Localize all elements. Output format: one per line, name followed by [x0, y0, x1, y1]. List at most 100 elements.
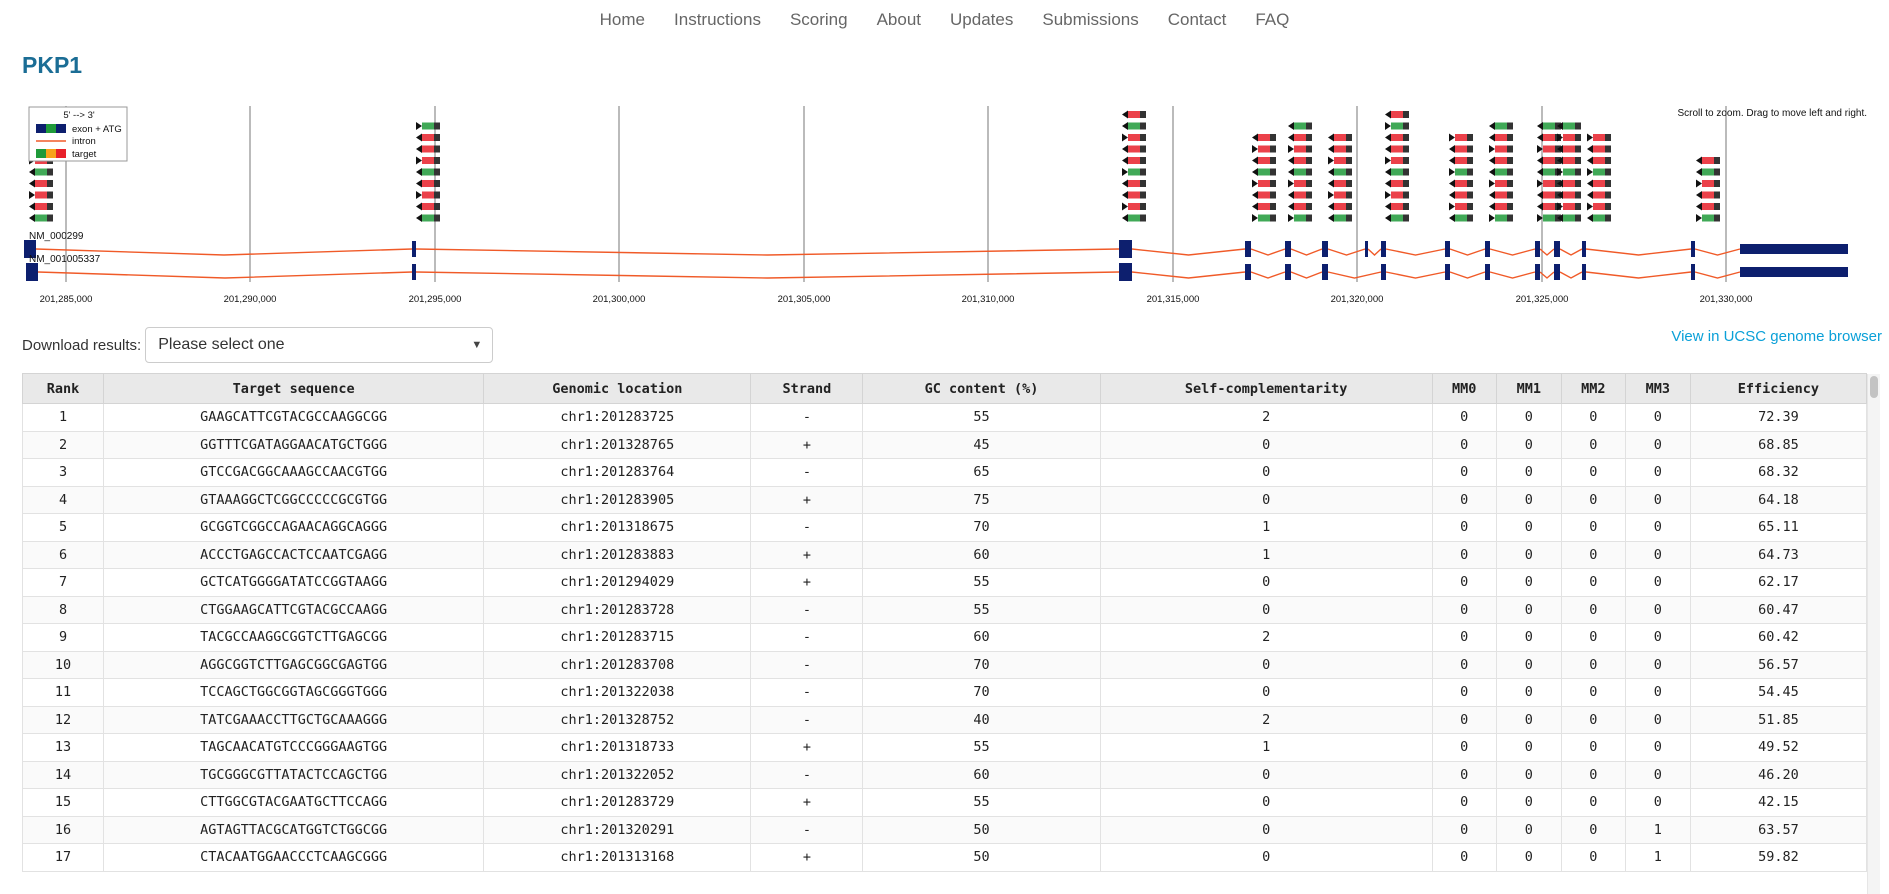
exon-block — [1381, 264, 1386, 280]
table-row[interactable]: 13 TAGCAACATGTCCCGGGAAGTGG chr1:201318733 +… — [21, 733, 1868, 762]
nav-scoring[interactable]: Scoring — [789, 10, 848, 29]
table-row[interactable]: 10 AGGCGGTCTTGAGCGGCGAGTGG chr1:201283708-… — [21, 650, 1868, 679]
target-marker — [1294, 191, 1306, 199]
table-row[interactable]: 12 TATCGAAACCTTGCTGCAAAGGG chr1:201328752-… — [21, 705, 1868, 734]
table-cell: 50 — [862, 815, 1101, 844]
table-row[interactable]: 7 GCTCATGGGGATATCCGGTAAGG chr1:201294029 +5… — [21, 568, 1868, 597]
table-row[interactable]: 4 GTAAAGGCTCGGCCCCCGCGTGG chr1:201283905 +7… — [21, 485, 1868, 514]
table-row[interactable]: 17 CTACAATGGAACCCTCAAGCGGG chr1:201313168 +… — [21, 843, 1868, 872]
table-cell: 54.45 — [1689, 678, 1868, 707]
column-header[interactable]: Genomic location — [483, 373, 752, 404]
exon-block — [1119, 240, 1132, 258]
table-row[interactable]: 1 GAAGCATTCGTACGCCAAGGCGG chr1:201283725-5… — [21, 403, 1868, 432]
target-marker — [1403, 168, 1409, 176]
table-row[interactable]: 16 AGTAGTTACGCATGGTCTGGCGG chr1:201320291-… — [21, 815, 1868, 844]
table-cell: 0 — [1495, 678, 1562, 707]
nav-instructions[interactable]: Instructions — [674, 10, 761, 29]
table-cell: 13 — [21, 733, 105, 762]
table-cell: TACGCCAAGGCGGTCTTGAGCGG — [103, 623, 485, 652]
table-row[interactable]: 2 GGTTTCGATAGGAACATGCTGGG chr1:201328765 +4… — [21, 430, 1868, 459]
nav-submissions[interactable]: Submissions — [1042, 10, 1139, 29]
column-header[interactable]: Strand — [750, 373, 864, 404]
target-marker — [1346, 145, 1352, 153]
intron-line — [1694, 248, 1741, 256]
column-header[interactable]: Rank — [21, 373, 105, 404]
target-marker — [1334, 191, 1346, 199]
target-marker — [434, 180, 440, 187]
table-row[interactable]: 6 ACCCTGAGCCACTCCAATCGAGG chr1:201283883 +6… — [21, 540, 1868, 569]
transcript-label: NM_001005337 — [29, 254, 101, 265]
target-marker — [1575, 145, 1581, 153]
target-marker — [1575, 168, 1581, 176]
intron-line — [37, 271, 413, 279]
table-cell: - — [750, 403, 864, 432]
target-arrow-icon — [1328, 133, 1334, 142]
table-row[interactable]: 8 CTGGAAGCATTCGTACGCCAAGG chr1:201283728-5… — [21, 595, 1868, 624]
table-cell: 0 — [1431, 678, 1497, 707]
axis-tick-label: 201,295,000 — [409, 294, 462, 305]
table-cell: 68.85 — [1689, 430, 1868, 459]
target-marker — [1258, 134, 1270, 141]
target-arrow-icon — [1557, 202, 1563, 211]
nav-faq[interactable]: FAQ — [1255, 10, 1290, 29]
target-marker — [1605, 191, 1611, 199]
column-header[interactable]: GC content (%) — [862, 373, 1101, 404]
transcript-tracks[interactable]: NM_000299 NM_001005337 — [24, 231, 1848, 281]
column-header[interactable]: MM1 — [1495, 373, 1562, 404]
table-cell: 0 — [1495, 705, 1562, 734]
genome-track-canvas[interactable]: NM_000299 NM_001005337 201,285,000 201,290… — [22, 104, 1870, 314]
target-arrow-icon — [1122, 122, 1128, 130]
target-marker — [1128, 203, 1140, 210]
target-marker — [1575, 191, 1581, 199]
target-marker — [1605, 134, 1611, 141]
transcript-track[interactable]: NM_000299 — [24, 231, 1848, 258]
column-header[interactable]: Target sequence — [103, 373, 485, 404]
table-cell: 0 — [1560, 843, 1626, 872]
table-row[interactable]: 9 TACGCCAAGGCGGTCTTGAGCGG chr1:201283715-6… — [21, 623, 1868, 652]
target-marker — [47, 203, 53, 210]
table-scrollbar[interactable] — [1867, 374, 1880, 894]
target-marker — [1334, 180, 1346, 187]
target-marker — [1294, 168, 1306, 176]
genome-viewer[interactable]: NM_000299 NM_001005337 201,285,000 201,290… — [22, 104, 1870, 314]
column-header[interactable]: MM0 — [1431, 373, 1497, 404]
table-cell: 0 — [1495, 788, 1562, 817]
column-header[interactable]: Self-complementarity — [1099, 373, 1433, 404]
nav-updates[interactable]: Updates — [950, 10, 1014, 29]
table-cell: 0 — [1624, 458, 1691, 487]
table-header-row: Rank Target sequence Genomic location Stran… — [21, 373, 1868, 404]
target-marker — [1543, 168, 1555, 176]
target-marker — [1593, 157, 1605, 164]
target-marker — [1334, 134, 1346, 141]
target-arrow-icon — [1288, 156, 1294, 165]
target-marker — [1258, 203, 1270, 210]
table-row[interactable]: 11 TCCAGCTGGCGGTAGCGGGTGGG chr1:201322038-… — [21, 678, 1868, 707]
column-header[interactable]: MM2 — [1560, 373, 1626, 404]
table-row[interactable]: 15 CTTGGCGTACGAATGCTTCCAGG chr1:201283729 +… — [21, 788, 1868, 817]
table-row[interactable]: 5 GCGGTCGGCCAGAACAGGCAGGG chr1:201318675-7… — [21, 513, 1868, 542]
target-marker — [1495, 157, 1507, 164]
column-header[interactable]: MM3 — [1624, 373, 1691, 404]
table-cell: 0 — [1624, 513, 1691, 542]
table-cell: 0 — [1431, 843, 1497, 872]
table-cell: 0 — [1560, 678, 1626, 707]
target-markers[interactable] — [29, 110, 1720, 223]
table-cell: 55 — [862, 403, 1101, 432]
ucsc-browser-link[interactable]: View in UCSC genome browser — [1671, 328, 1882, 345]
nav-contact[interactable]: Contact — [1167, 10, 1227, 29]
results-table-container: Rank Target sequence Genomic location Stran… — [21, 373, 1868, 872]
column-header[interactable]: Efficiency — [1689, 373, 1868, 404]
scrollbar-thumb[interactable] — [1870, 376, 1878, 398]
table-row[interactable]: 14 TGCGGGCGTTATACTCCAGCTGG chr1:201322052-… — [21, 760, 1868, 789]
exon-block — [1322, 264, 1328, 280]
target-marker — [1507, 191, 1513, 199]
nav-home[interactable]: Home — [599, 10, 646, 29]
target-marker — [434, 134, 440, 141]
target-marker — [1306, 203, 1312, 210]
target-arrow-icon — [1385, 202, 1391, 211]
table-row[interactable]: 3 GTCCGACGGCAAAGCCAACGTGG chr1:201283764-6… — [21, 458, 1868, 487]
transcript-track[interactable]: NM_001005337 — [26, 254, 1848, 281]
target-marker — [422, 157, 434, 164]
nav-about[interactable]: About — [876, 10, 922, 29]
download-format-select[interactable]: Please select one ▼ — [145, 327, 494, 363]
